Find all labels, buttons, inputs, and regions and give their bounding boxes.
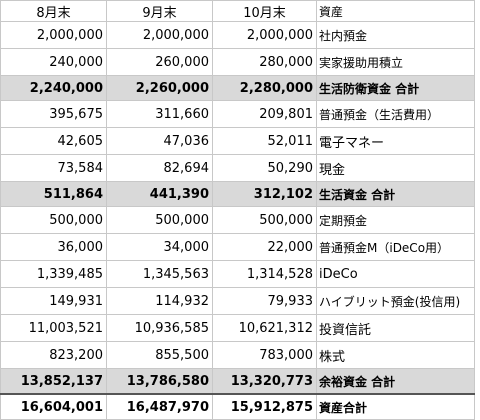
header-sep[interactable]: 9月末 xyxy=(106,0,213,22)
table-row: 823,200 855,500 783,000 株式 xyxy=(0,341,475,369)
table-row: 42,605 47,036 52,011 電子マネー xyxy=(0,127,475,155)
cell-label[interactable]: iDeCo xyxy=(316,260,475,288)
cell-oct[interactable]: 79,933 xyxy=(212,287,317,315)
cell-label[interactable]: 電子マネー xyxy=(316,127,475,155)
cell-aug[interactable]: 240,000 xyxy=(0,48,107,76)
cell-aug[interactable]: 511,864 xyxy=(0,181,107,207)
cell-oct[interactable]: 2,000,000 xyxy=(212,21,317,49)
table-row: 395,675 311,660 209,801 普通預金（生活費用） xyxy=(0,100,475,128)
cell-sep[interactable]: 1,345,563 xyxy=(106,260,213,288)
cell-aug[interactable]: 395,675 xyxy=(0,100,107,128)
cell-sep[interactable]: 82,694 xyxy=(106,154,213,182)
cell-sep[interactable]: 2,260,000 xyxy=(106,75,213,101)
header-oct[interactable]: 10月末 xyxy=(212,0,317,22)
header-aug[interactable]: 8月末 xyxy=(0,0,107,22)
cell-label[interactable]: 資産合計 xyxy=(316,393,475,420)
cell-oct[interactable]: 280,000 xyxy=(212,48,317,76)
cell-sep[interactable]: 16,487,970 xyxy=(106,393,213,420)
cell-sep[interactable]: 47,036 xyxy=(106,127,213,155)
cell-aug[interactable]: 36,000 xyxy=(0,233,107,261)
table-row: 149,931 114,932 79,933 ハイブリット預金(投信用) xyxy=(0,287,475,315)
cell-label[interactable]: ハイブリット預金(投信用) xyxy=(316,287,475,315)
cell-aug[interactable]: 823,200 xyxy=(0,341,107,369)
cell-oct[interactable]: 13,320,773 xyxy=(212,368,317,395)
cell-aug[interactable]: 2,000,000 xyxy=(0,21,107,49)
cell-label[interactable]: 実家援助用積立 xyxy=(316,48,475,76)
cell-label[interactable]: 定期預金 xyxy=(316,206,475,234)
cell-aug[interactable]: 16,604,001 xyxy=(0,393,107,420)
cell-label[interactable]: 生活防衛資金 合計 xyxy=(316,75,475,101)
cell-oct[interactable]: 500,000 xyxy=(212,206,317,234)
cell-label[interactable]: 社内預金 xyxy=(316,21,475,49)
cell-oct[interactable]: 10,621,312 xyxy=(212,314,317,342)
cell-sep[interactable]: 10,936,585 xyxy=(106,314,213,342)
cell-sep[interactable]: 260,000 xyxy=(106,48,213,76)
table-row: 73,584 82,694 50,290 現金 xyxy=(0,154,475,182)
cell-aug[interactable]: 13,852,137 xyxy=(0,368,107,395)
cell-label[interactable]: 余裕資金 合計 xyxy=(316,368,475,395)
cell-oct[interactable]: 2,280,000 xyxy=(212,75,317,101)
cell-sep[interactable]: 34,000 xyxy=(106,233,213,261)
cell-sep[interactable]: 500,000 xyxy=(106,206,213,234)
cell-oct[interactable]: 52,011 xyxy=(212,127,317,155)
cell-sep[interactable]: 855,500 xyxy=(106,341,213,369)
header-asset[interactable]: 資産 xyxy=(316,0,475,22)
cell-aug[interactable]: 73,584 xyxy=(0,154,107,182)
cell-aug[interactable]: 42,605 xyxy=(0,127,107,155)
cell-oct[interactable]: 783,000 xyxy=(212,341,317,369)
cell-sep[interactable]: 441,390 xyxy=(106,181,213,207)
cell-aug[interactable]: 500,000 xyxy=(0,206,107,234)
cell-label[interactable]: 普通預金M（iDeCo用） xyxy=(316,233,475,261)
cell-sep[interactable]: 311,660 xyxy=(106,100,213,128)
subtotal-row: 13,852,137 13,786,580 13,320,773 余裕資金 合計 xyxy=(0,368,475,395)
table-row: 500,000 500,000 500,000 定期預金 xyxy=(0,206,475,234)
table-row: 11,003,521 10,936,585 10,621,312 投資信託 xyxy=(0,314,475,342)
cell-sep[interactable]: 114,932 xyxy=(106,287,213,315)
total-row: 16,604,001 16,487,970 15,912,875 資産合計 xyxy=(0,393,475,420)
subtotal-row: 2,240,000 2,260,000 2,280,000 生活防衛資金 合計 xyxy=(0,75,475,101)
cell-aug[interactable]: 149,931 xyxy=(0,287,107,315)
cell-label[interactable]: 普通預金（生活費用） xyxy=(316,100,475,128)
cell-label[interactable]: 投資信託 xyxy=(316,314,475,342)
cell-label[interactable]: 現金 xyxy=(316,154,475,182)
cell-label[interactable]: 株式 xyxy=(316,341,475,369)
table-row: 1,339,485 1,345,563 1,314,528 iDeCo xyxy=(0,260,475,288)
header-row: 8月末 9月末 10月末 資産 xyxy=(0,0,475,22)
table-row: 36,000 34,000 22,000 普通預金M（iDeCo用） xyxy=(0,233,475,261)
cell-oct[interactable]: 209,801 xyxy=(212,100,317,128)
cell-oct[interactable]: 50,290 xyxy=(212,154,317,182)
table-row: 240,000 260,000 280,000 実家援助用積立 xyxy=(0,48,475,76)
cell-oct[interactable]: 15,912,875 xyxy=(212,393,317,420)
subtotal-row: 511,864 441,390 312,102 生活資金 合計 xyxy=(0,181,475,207)
cell-oct[interactable]: 22,000 xyxy=(212,233,317,261)
cell-aug[interactable]: 2,240,000 xyxy=(0,75,107,101)
cell-oct[interactable]: 1,314,528 xyxy=(212,260,317,288)
table-row: 2,000,000 2,000,000 2,000,000 社内預金 xyxy=(0,21,475,49)
cell-aug[interactable]: 1,339,485 xyxy=(0,260,107,288)
cell-label[interactable]: 生活資金 合計 xyxy=(316,181,475,207)
cell-sep[interactable]: 13,786,580 xyxy=(106,368,213,395)
cell-oct[interactable]: 312,102 xyxy=(212,181,317,207)
cell-aug[interactable]: 11,003,521 xyxy=(0,314,107,342)
cell-sep[interactable]: 2,000,000 xyxy=(106,21,213,49)
